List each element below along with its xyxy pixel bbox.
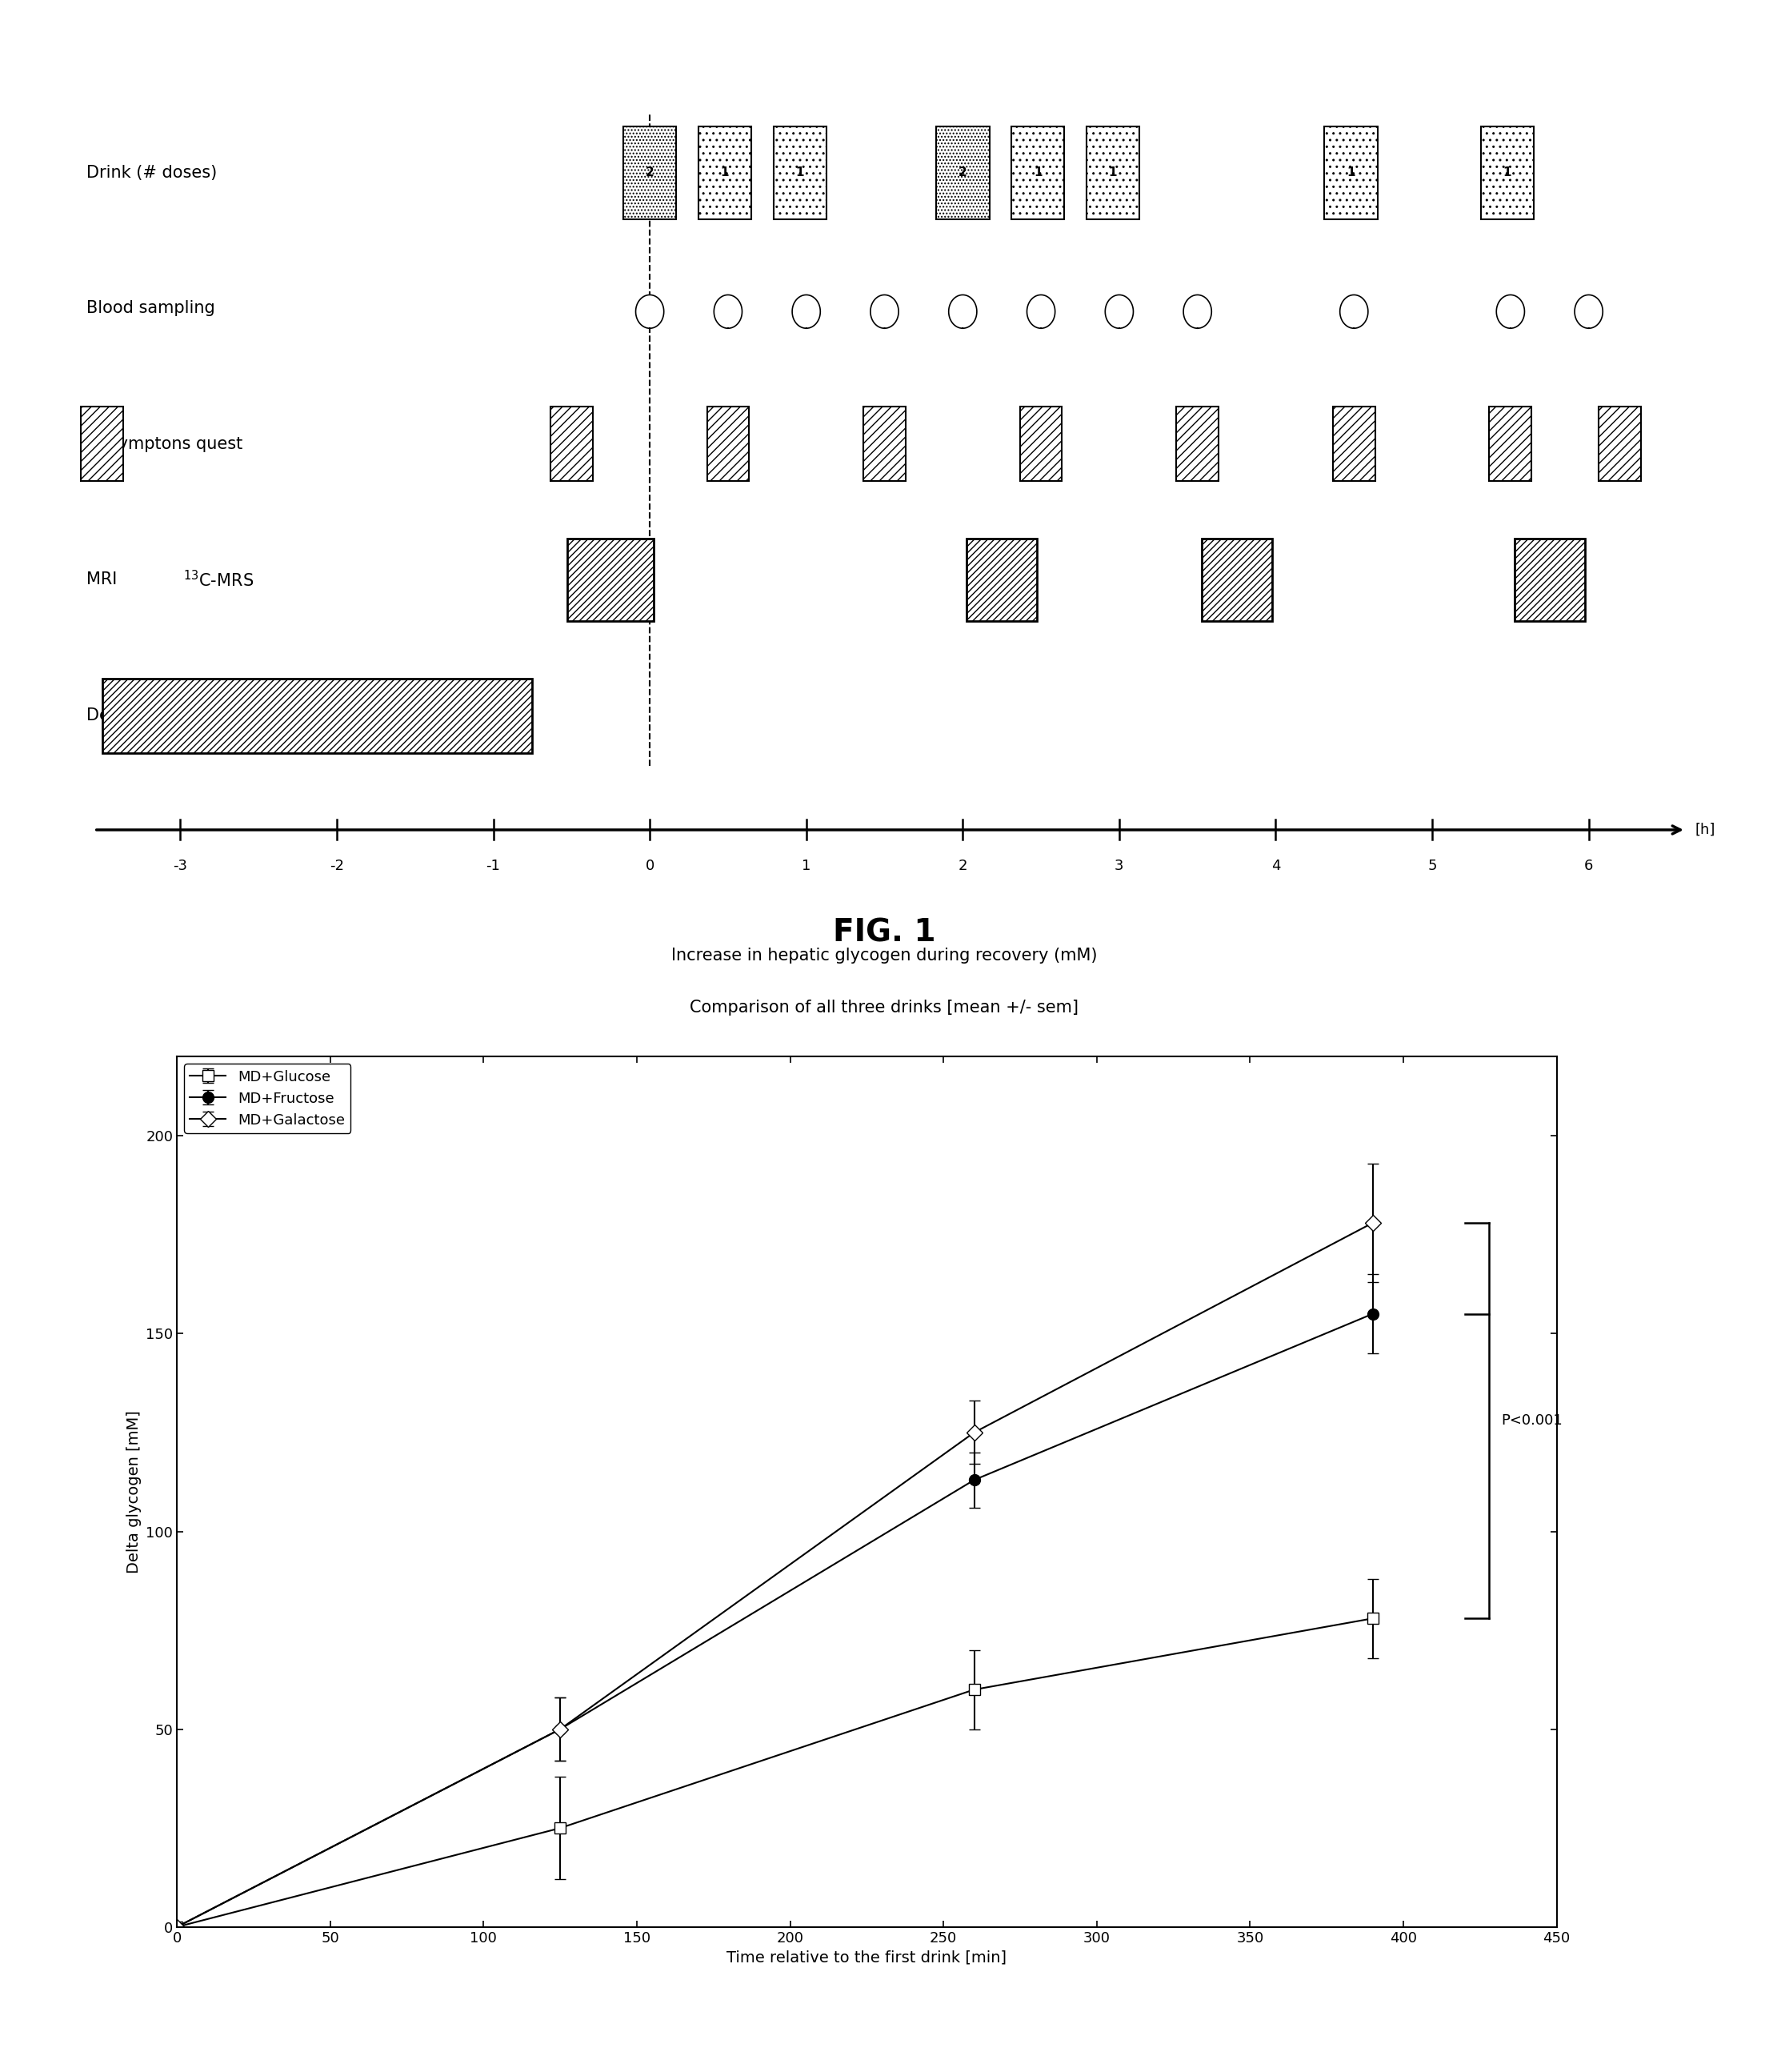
X-axis label: Time relative to the first drink [min]: Time relative to the first drink [min] (727, 1950, 1007, 1964)
Bar (699, 126, 752, 220)
Bar (623, 126, 676, 220)
Text: Increase in hepatic glycogen during recovery (mM): Increase in hepatic glycogen during reco… (672, 947, 1097, 963)
Bar (1514, 539, 1585, 622)
Text: -3: -3 (173, 858, 188, 872)
Text: 1: 1 (801, 858, 810, 872)
Polygon shape (1183, 294, 1212, 327)
Text: 1: 1 (1109, 166, 1118, 178)
Text: Comparison of all three drinks [mean +/- sem]: Comparison of all three drinks [mean +/-… (690, 999, 1079, 1015)
Text: 1: 1 (796, 166, 805, 178)
Text: 0: 0 (646, 858, 655, 872)
Text: 3: 3 (1114, 858, 1123, 872)
Bar (568, 539, 655, 622)
Polygon shape (1339, 294, 1367, 327)
Polygon shape (1497, 294, 1525, 327)
Polygon shape (1028, 294, 1054, 327)
Bar (81, 406, 124, 481)
Polygon shape (1574, 294, 1603, 327)
Bar (1481, 126, 1534, 220)
Bar (1176, 406, 1219, 481)
Text: 6: 6 (1585, 858, 1594, 872)
Text: 1: 1 (1346, 166, 1355, 178)
Bar (1599, 406, 1642, 481)
Text: -2: -2 (329, 858, 343, 872)
Polygon shape (870, 294, 899, 327)
Bar (1012, 126, 1065, 220)
Bar (708, 406, 748, 481)
Text: 2: 2 (959, 166, 968, 178)
Bar (1325, 126, 1378, 220)
Text: 1: 1 (1033, 166, 1042, 178)
Text: [h]: [h] (1695, 823, 1716, 837)
Text: $^{13}$C-MRS: $^{13}$C-MRS (184, 570, 255, 591)
Bar (1201, 539, 1272, 622)
Bar (550, 406, 593, 481)
Text: -1: -1 (486, 858, 501, 872)
Bar (1086, 126, 1139, 220)
Text: 4: 4 (1272, 858, 1281, 872)
Legend: MD+Glucose, MD+Fructose, MD+Galactose: MD+Glucose, MD+Fructose, MD+Galactose (184, 1063, 350, 1133)
Text: Depletion: Depletion (87, 707, 166, 723)
Bar (966, 539, 1037, 622)
Text: Drink (# doses): Drink (# doses) (87, 164, 218, 180)
Text: Blood sampling: Blood sampling (87, 300, 216, 317)
Polygon shape (715, 294, 741, 327)
Bar (773, 126, 826, 220)
Polygon shape (948, 294, 976, 327)
Bar (1021, 406, 1061, 481)
Polygon shape (1106, 294, 1134, 327)
Text: P<0.001: P<0.001 (1502, 1413, 1564, 1428)
Bar (103, 678, 532, 752)
Text: 1: 1 (1504, 166, 1511, 178)
Y-axis label: Delta glycogen [mM]: Delta glycogen [mM] (126, 1411, 142, 1573)
Text: 5: 5 (1428, 858, 1436, 872)
Text: 1: 1 (720, 166, 729, 178)
Text: 2: 2 (959, 858, 968, 872)
Bar (936, 126, 989, 220)
Polygon shape (793, 294, 821, 327)
Text: FIG. 1: FIG. 1 (833, 918, 936, 949)
Bar (1332, 406, 1375, 481)
Text: GI symptons quest: GI symptons quest (87, 435, 242, 452)
Bar (1489, 406, 1532, 481)
Text: 2: 2 (646, 166, 655, 178)
Bar (863, 406, 906, 481)
Text: MRI: MRI (87, 572, 122, 588)
Polygon shape (635, 294, 663, 327)
